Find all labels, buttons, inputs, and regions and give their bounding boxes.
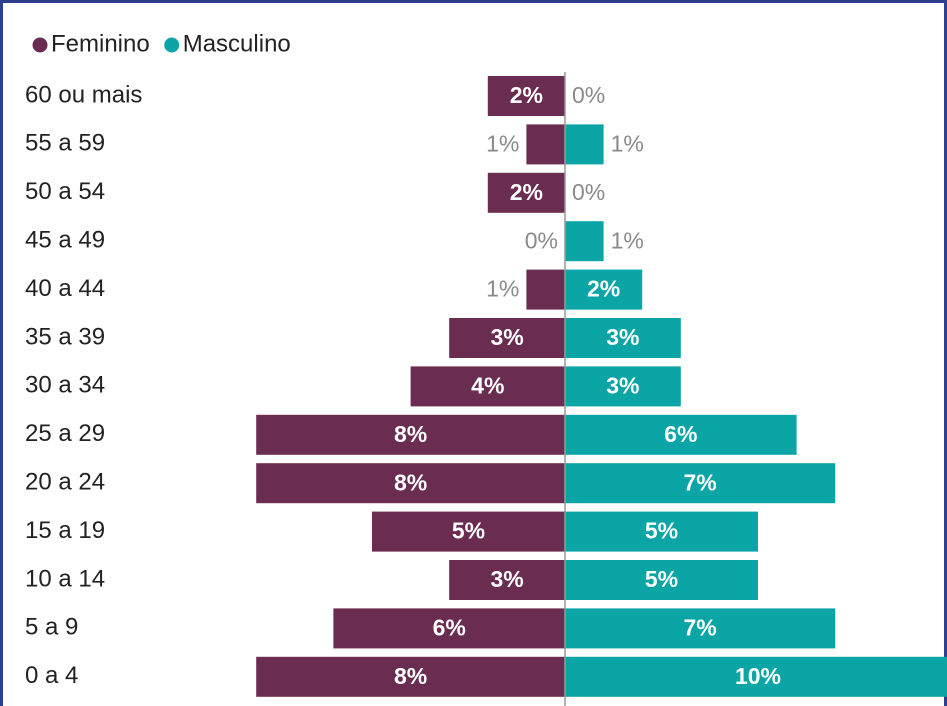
bar (526, 124, 565, 165)
bar (565, 124, 604, 165)
bar (256, 656, 565, 697)
category-label: 45 a 49 (25, 227, 105, 254)
value-label: 3% (490, 566, 523, 592)
value-label: 0% (572, 82, 605, 108)
category-label: 35 a 39 (25, 323, 105, 350)
value-label: 4% (471, 372, 504, 398)
value-label: 3% (606, 324, 639, 350)
bar (487, 76, 565, 116)
bar (487, 172, 565, 213)
bar (565, 221, 604, 262)
value-label: 2% (510, 82, 543, 108)
legend-label: Masculino (183, 30, 291, 57)
bar (526, 269, 565, 310)
category-label: 55 a 59 (25, 130, 105, 157)
bar (372, 511, 565, 552)
value-label: 10% (735, 663, 781, 689)
value-label: 3% (490, 324, 523, 350)
category-label: 0 a 4 (25, 662, 78, 689)
value-label: 5% (452, 518, 485, 544)
legend-marker (32, 37, 48, 53)
legend-marker (164, 37, 180, 53)
value-label: 8% (394, 421, 427, 447)
bar (565, 318, 681, 358)
category-label: 30 a 34 (25, 372, 105, 399)
bar (565, 560, 758, 600)
value-label: 2% (510, 179, 543, 205)
value-label: 1% (486, 276, 519, 302)
bar (333, 608, 565, 649)
bar (449, 318, 565, 358)
value-label: 0% (572, 179, 605, 205)
category-label: 5 a 9 (25, 614, 78, 641)
category-label: 60 ou mais (25, 81, 142, 108)
bar (256, 414, 565, 455)
legend-label: Feminino (51, 30, 150, 57)
value-label: 5% (645, 566, 678, 592)
value-label: 5% (645, 518, 678, 544)
value-label: 8% (394, 663, 427, 689)
value-label: 1% (611, 227, 644, 253)
bar (565, 463, 836, 504)
value-label: 1% (486, 130, 519, 156)
bar (410, 366, 565, 407)
category-label: 40 a 44 (25, 275, 105, 302)
category-label: 20 a 24 (25, 469, 105, 496)
bar (565, 608, 836, 649)
value-label: 8% (394, 469, 427, 495)
value-label: 3% (606, 372, 639, 398)
value-label: 6% (664, 421, 697, 447)
category-label: 10 a 14 (25, 565, 105, 592)
bar (449, 560, 565, 600)
bar (565, 269, 643, 310)
category-label: 25 a 29 (25, 420, 105, 447)
value-label: 1% (611, 130, 644, 156)
value-label: 7% (683, 469, 716, 495)
value-label: 7% (683, 614, 716, 640)
bar (565, 414, 797, 455)
bar (565, 366, 681, 407)
category-label: 50 a 54 (25, 178, 105, 205)
bar (565, 511, 758, 552)
value-label: 6% (433, 614, 466, 640)
category-label: 15 a 19 (25, 517, 105, 544)
bar (565, 656, 947, 697)
value-label: 0% (525, 227, 558, 253)
value-label: 2% (587, 276, 620, 302)
bar (256, 463, 565, 504)
